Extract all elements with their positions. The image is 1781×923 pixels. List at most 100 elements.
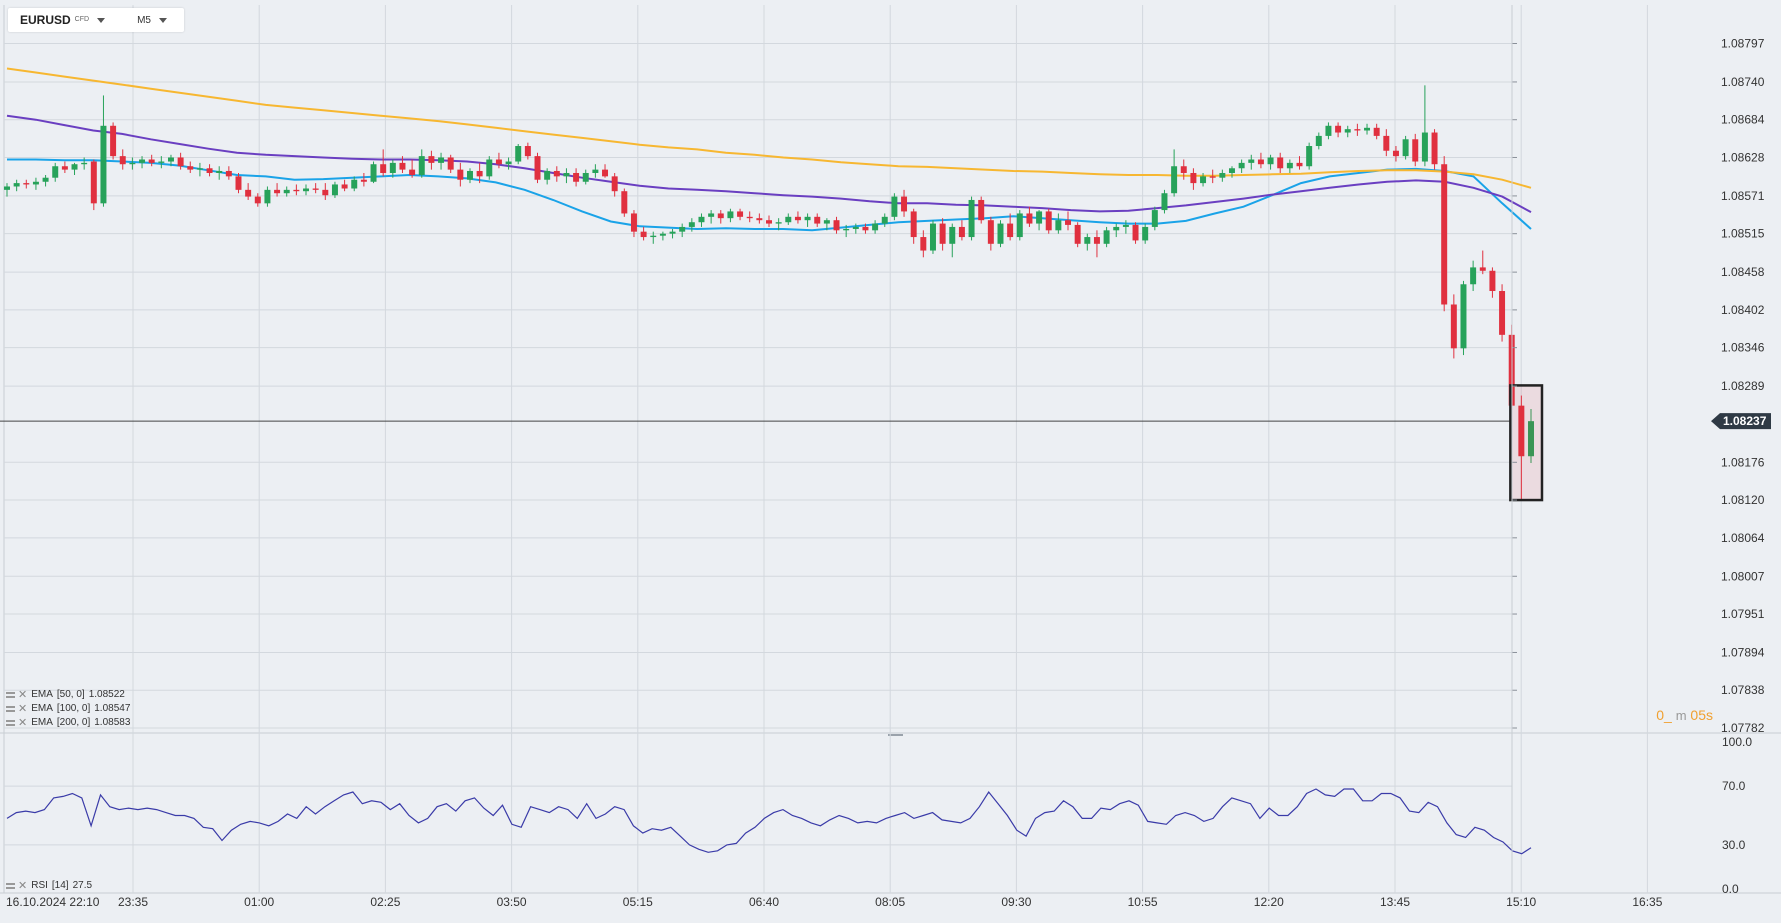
candle — [891, 193, 898, 221]
indicator-params: [14] — [51, 880, 69, 891]
candle — [746, 211, 753, 223]
candle-body — [1074, 224, 1081, 244]
candle — [225, 166, 232, 180]
candle-body — [264, 189, 271, 204]
candle — [1421, 85, 1428, 167]
candle — [1499, 284, 1506, 342]
close-icon[interactable]: ✕ — [18, 703, 28, 715]
settings-grip-icon[interactable] — [6, 719, 15, 726]
candle-body — [1412, 139, 1419, 162]
candle — [1460, 280, 1467, 356]
candle — [910, 208, 917, 244]
candle — [1026, 206, 1033, 227]
candle — [1016, 210, 1023, 241]
candle-body — [1489, 270, 1496, 292]
x-tick-label: 12:20 — [1254, 895, 1284, 909]
y-tick-label: 1.08120 — [1721, 493, 1765, 507]
candle — [602, 164, 609, 178]
candle-body — [611, 176, 618, 192]
countdown-minutes: 0_ — [1656, 707, 1672, 723]
candle — [630, 210, 637, 238]
candle — [621, 188, 628, 217]
candle — [1228, 166, 1235, 178]
candle-body — [1248, 159, 1255, 163]
price-overlay: 1.08237 — [0, 384, 1771, 502]
candle — [949, 223, 956, 258]
candle — [32, 177, 39, 190]
indicator-value: 1.08583 — [94, 717, 131, 728]
candle — [254, 193, 261, 207]
candle-body — [602, 169, 609, 177]
candle — [370, 161, 377, 184]
candle-body — [1161, 193, 1168, 211]
y-tick-label: 1.08740 — [1721, 75, 1765, 89]
candle-body — [698, 216, 705, 223]
candle-body — [476, 170, 483, 177]
candle — [1074, 222, 1081, 248]
candle — [823, 218, 830, 231]
settings-grip-icon[interactable] — [6, 705, 15, 712]
candle-body — [100, 125, 107, 204]
timeframe-label[interactable]: M5 — [137, 14, 151, 26]
candle — [659, 231, 666, 241]
instrument-type-label: CFD — [74, 15, 90, 23]
candle — [1286, 159, 1293, 173]
candle-body — [794, 216, 801, 221]
timeframe-dropdown-icon[interactable] — [158, 17, 167, 23]
candle-body — [360, 179, 367, 182]
candle — [206, 164, 213, 177]
candle-body — [630, 213, 637, 232]
candle-body — [351, 179, 358, 189]
candle-body — [1219, 172, 1226, 178]
candle — [794, 211, 801, 224]
candle-body — [949, 226, 956, 244]
candle — [727, 208, 734, 223]
y-tick-label: 1.07951 — [1721, 607, 1765, 621]
candle-body — [1190, 172, 1197, 184]
candle-body — [1277, 157, 1284, 169]
rsi-tick-label: 0.0 — [1722, 882, 1739, 896]
candle-body — [1180, 166, 1187, 173]
candle-body — [1306, 146, 1313, 167]
candle — [901, 189, 908, 217]
symbol-dropdown-icon[interactable] — [97, 17, 106, 23]
x-tick-label: 16:35 — [1632, 895, 1662, 909]
candle-body — [486, 159, 493, 177]
candle — [293, 184, 300, 196]
candle — [1383, 129, 1390, 157]
x-tick-label: 01:00 — [244, 895, 274, 909]
candle — [717, 210, 724, 224]
candle — [1315, 132, 1322, 150]
candle-body — [466, 170, 473, 180]
close-icon[interactable]: ✕ — [18, 717, 28, 729]
candle — [920, 230, 927, 258]
candle — [303, 184, 310, 196]
close-icon[interactable]: ✕ — [18, 689, 28, 701]
candle-body — [997, 223, 1004, 244]
candle-body — [177, 157, 184, 167]
candle-body — [737, 211, 744, 217]
candle-body — [1151, 210, 1158, 227]
indicator-params: [100, 0] — [56, 703, 91, 714]
y-tick-label: 1.08176 — [1721, 455, 1765, 469]
candle-body — [650, 235, 657, 238]
candle-body — [987, 220, 994, 244]
candle — [650, 231, 657, 244]
candle — [1296, 156, 1303, 170]
candle-body — [13, 183, 20, 187]
candle-body — [775, 222, 782, 224]
indicator-value: 1.08522 — [88, 689, 125, 700]
candle — [1306, 142, 1313, 170]
symbol-label[interactable]: EURUSD — [20, 13, 71, 27]
close-icon[interactable]: ✕ — [18, 880, 28, 892]
candle-body — [804, 216, 811, 221]
candle — [505, 157, 512, 170]
settings-grip-icon[interactable] — [6, 882, 15, 889]
settings-grip-icon[interactable] — [6, 691, 15, 698]
candle-body — [1257, 159, 1264, 165]
y-tick-label: 1.08797 — [1721, 37, 1765, 51]
candle — [1151, 206, 1158, 231]
candle-body — [119, 156, 126, 165]
candle-body — [524, 146, 531, 157]
